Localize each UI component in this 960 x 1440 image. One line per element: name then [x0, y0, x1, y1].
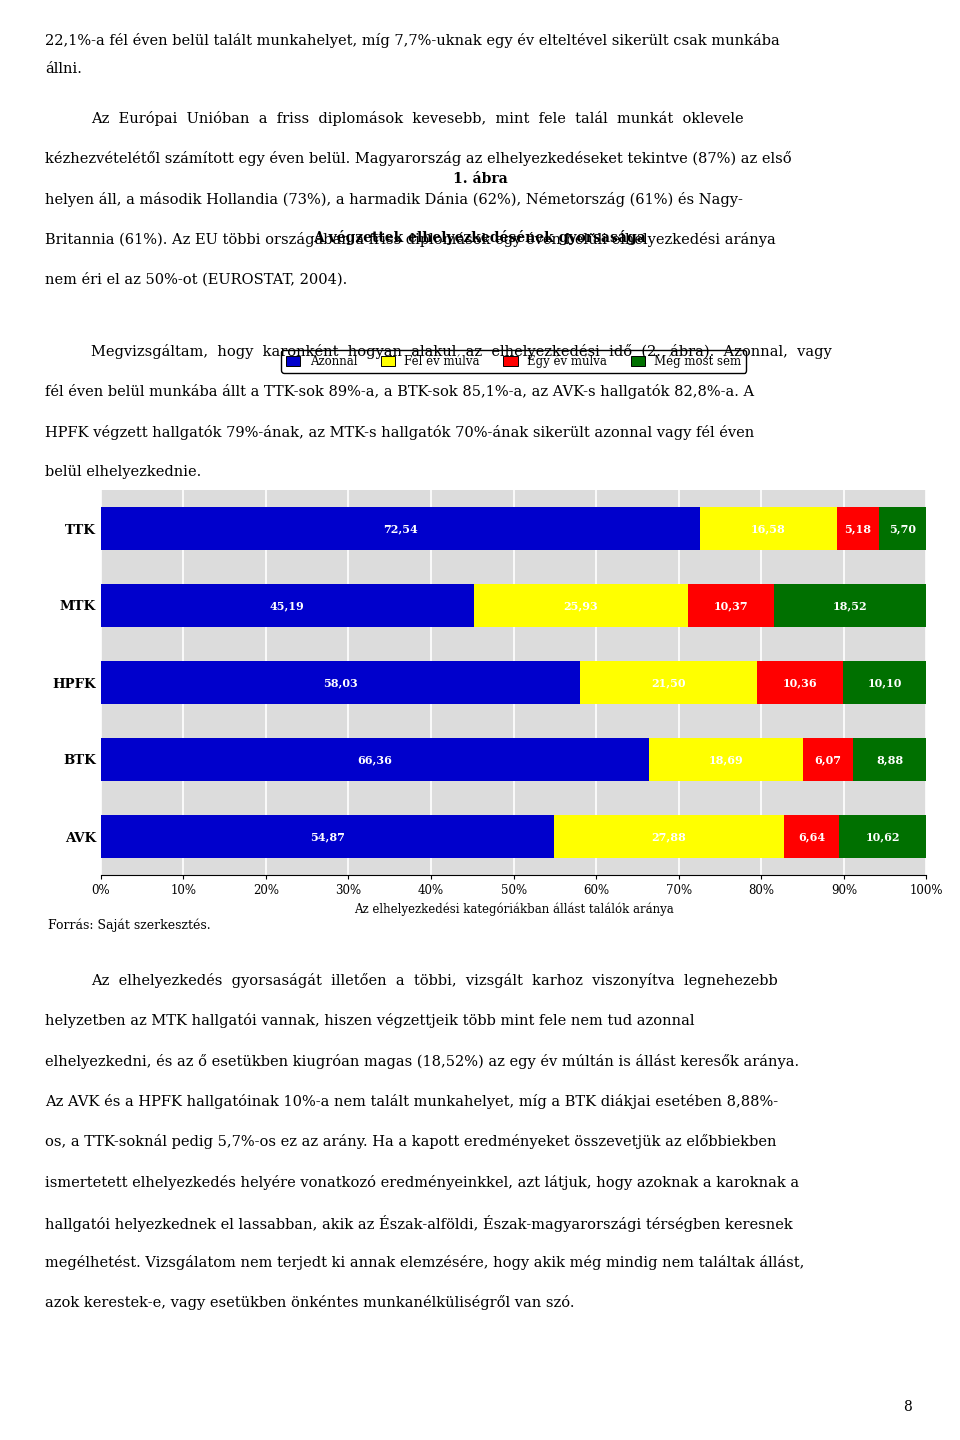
Text: 54,87: 54,87 — [310, 831, 345, 842]
Text: 10,36: 10,36 — [782, 677, 818, 688]
Bar — [474, 585, 688, 626]
Text: 72,54: 72,54 — [383, 523, 418, 534]
Text: nem éri el az 50%-ot (EUROSTAT, 2004).: nem éri el az 50%-ot (EUROSTAT, 2004). — [45, 272, 348, 287]
Text: fél éven belül munkába állt a TTK-sok 89%-a, a BTK-sok 85,1%-a, az AVK-s hallgat: fél éven belül munkába állt a TTK-sok 89… — [45, 384, 755, 399]
Text: 6,64: 6,64 — [798, 831, 825, 842]
Text: HPFK végzett hallgatók 79%-ának, az MTK-s hallgatók 70%-ának sikerült azonnal va: HPFK végzett hallgatók 79%-ának, az MTK-… — [45, 425, 755, 439]
Text: 22,1%-a fél éven belül talált munkahelyet, míg 7,7%-uknak egy év elteltével sike: 22,1%-a fél éven belül talált munkahelye… — [45, 33, 780, 48]
Text: Az AVK és a HPFK hallgatóinak 10%-a nem talált munkahelyet, míg a BTK diákjai es: Az AVK és a HPFK hallgatóinak 10%-a nem … — [45, 1094, 779, 1109]
Bar — [688, 585, 774, 626]
Text: 10,10: 10,10 — [868, 677, 901, 688]
Text: elhelyezkedni, és az ő esetükben kiugróan magas (18,52%) az egy év múltán is áll: elhelyezkedni, és az ő esetükben kiugróa… — [45, 1054, 800, 1068]
Legend: Azonnal, Fél év múlva, Egy év múlva, Még most sem: Azonnal, Fél év múlva, Egy év múlva, Még… — [281, 350, 746, 373]
Bar — [649, 739, 803, 780]
Text: 18,69: 18,69 — [708, 755, 743, 765]
Text: 25,93: 25,93 — [564, 600, 598, 611]
Bar — [101, 585, 474, 626]
Text: 66,36: 66,36 — [357, 755, 393, 765]
Text: állni.: állni. — [45, 62, 82, 76]
Text: 45,19: 45,19 — [270, 600, 304, 611]
Bar — [554, 815, 784, 858]
Text: 16,58: 16,58 — [751, 523, 785, 534]
Text: Az  Európai  Unióban  a  friss  diplomások  kevesebb,  mint  fele  talál  munkát: Az Európai Unióban a friss diplomások ke… — [91, 111, 744, 125]
Bar — [803, 739, 853, 780]
Text: 8,88: 8,88 — [876, 755, 903, 765]
Bar — [101, 507, 700, 550]
Bar — [853, 739, 926, 780]
Text: 21,50: 21,50 — [652, 677, 685, 688]
Text: hallgatói helyezkednek el lassabban, akik az Észak-alföldi, Észak-magyarországi : hallgatói helyezkednek el lassabban, aki… — [45, 1215, 793, 1231]
Text: 58,03: 58,03 — [323, 677, 358, 688]
Text: 18,52: 18,52 — [832, 600, 867, 611]
Text: azok kerestek-e, vagy esetükben önkéntes munkanélküliségről van szó.: azok kerestek-e, vagy esetükben önkéntes… — [45, 1296, 575, 1310]
X-axis label: Az elhelyezkedési kategóriákban állást találók aránya: Az elhelyezkedési kategóriákban állást t… — [353, 903, 674, 916]
Text: Az  elhelyezkedés  gyorsaságát  illetően  a  többi,  vizsgált  karhoz  viszonyít: Az elhelyezkedés gyorsaságát illetően a … — [91, 973, 778, 988]
Text: belül elhelyezkednie.: belül elhelyezkednie. — [45, 465, 202, 480]
Text: os, a TTK-soknál pedig 5,7%-os ez az arány. Ha a kapott eredményeket összevetjük: os, a TTK-soknál pedig 5,7%-os ez az ará… — [45, 1135, 777, 1149]
Text: kézhezvételétől számított egy éven belül. Magyarország az elhelyezkedéseket teki: kézhezvételétől számított egy éven belül… — [45, 151, 792, 166]
Text: megélhetést. Vizsgálatom nem terjedt ki annak elemzésére, hogy akik még mindig n: megélhetést. Vizsgálatom nem terjedt ki … — [45, 1256, 804, 1270]
Text: 10,37: 10,37 — [713, 600, 748, 611]
Text: 8: 8 — [903, 1400, 912, 1414]
Bar — [836, 507, 879, 550]
Text: A végzettek elhelyezkedésének gyorsasága: A végzettek elhelyezkedésének gyorsasága — [314, 230, 646, 245]
Bar — [774, 585, 926, 626]
Bar — [101, 815, 554, 858]
Text: helyen áll, a második Hollandia (73%), a harmadik Dánia (62%), Németország (61%): helyen áll, a második Hollandia (73%), a… — [45, 192, 743, 206]
Bar — [101, 739, 649, 780]
Text: Britannia (61%). Az EU többi országában a friss diplomások egy éven belüli elhel: Britannia (61%). Az EU többi országában … — [45, 232, 776, 246]
Bar — [101, 661, 580, 704]
Bar — [843, 661, 926, 704]
Bar — [784, 815, 839, 858]
Bar — [879, 507, 926, 550]
Bar — [839, 815, 926, 858]
Text: ismertetett elhelyezkedés helyére vonatkozó eredményeinkkel, azt látjuk, hogy az: ismertetett elhelyezkedés helyére vonatk… — [45, 1175, 800, 1189]
Bar — [700, 507, 836, 550]
Text: helyzetben az MTK hallgatói vannak, hiszen végzettjeik több mint fele nem tud az: helyzetben az MTK hallgatói vannak, hisz… — [45, 1014, 695, 1028]
Text: 6,07: 6,07 — [814, 755, 842, 765]
Bar — [757, 661, 843, 704]
Bar — [580, 661, 757, 704]
Text: 10,62: 10,62 — [865, 831, 900, 842]
Text: 5,18: 5,18 — [845, 523, 872, 534]
Text: 1. ábra: 1. ábra — [452, 173, 508, 186]
Text: Megvizsgáltam,  hogy  karonként  hogyan  alakul  az  elhelyezkedési  idő  (2.  á: Megvizsgáltam, hogy karonként hogyan ala… — [91, 344, 832, 359]
Text: 5,70: 5,70 — [889, 523, 917, 534]
Text: 27,88: 27,88 — [652, 831, 686, 842]
Text: Forrás: Saját szerkesztés.: Forrás: Saját szerkesztés. — [48, 919, 210, 932]
